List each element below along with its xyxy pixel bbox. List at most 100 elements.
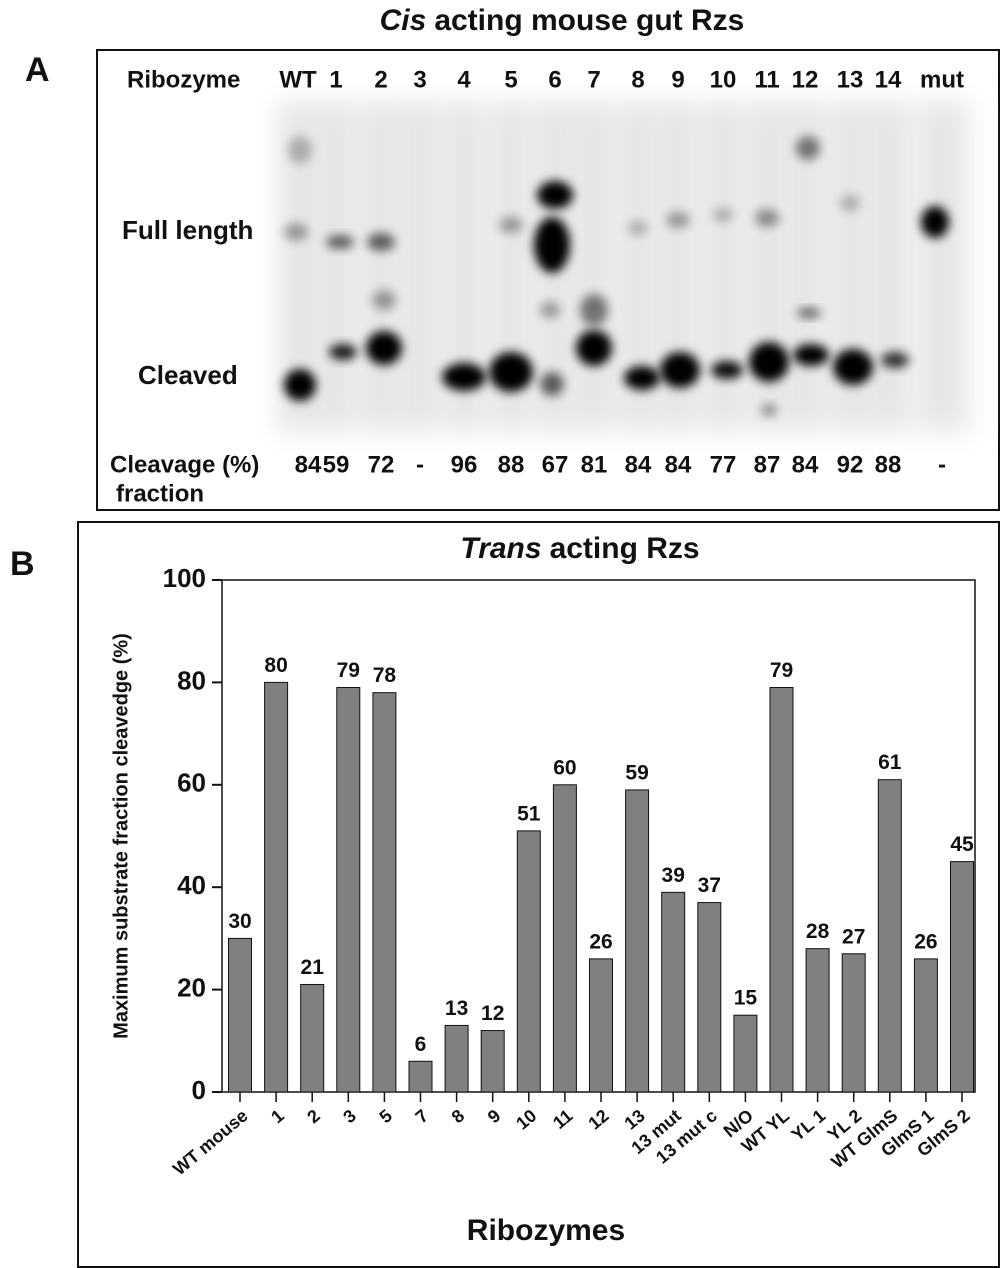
band-label: Full length xyxy=(122,215,253,245)
gel-band xyxy=(540,372,564,396)
bar xyxy=(337,688,360,1092)
cleavage-value: 88 xyxy=(498,451,525,478)
lane-smear xyxy=(926,105,958,425)
value-label: 39 xyxy=(662,864,685,887)
lane-smear xyxy=(404,105,436,425)
lane-label: 14 xyxy=(875,66,902,93)
cleavage-value: - xyxy=(938,451,946,478)
bar xyxy=(301,984,324,1092)
cleavage-value: 84 xyxy=(792,451,819,478)
gel-band xyxy=(442,363,486,391)
cleavage-value: 88 xyxy=(875,451,902,478)
cleavage-value: 59 xyxy=(323,451,350,478)
value-label: 60 xyxy=(553,756,576,779)
bar xyxy=(806,949,829,1092)
gel-band xyxy=(284,369,316,401)
gel-band xyxy=(624,366,660,390)
lane-smear xyxy=(872,105,904,425)
bar xyxy=(698,903,721,1092)
cleavage-value: 84 xyxy=(295,451,322,478)
value-label: 79 xyxy=(337,659,360,682)
bar xyxy=(229,938,252,1092)
x-tick-label: 3 xyxy=(339,1105,360,1127)
gel-band xyxy=(628,221,648,235)
lane-label: 11 xyxy=(754,66,779,93)
value-label: 13 xyxy=(445,997,468,1020)
gel-band xyxy=(489,352,533,392)
cleavage-value: 77 xyxy=(710,451,737,478)
value-label: 28 xyxy=(806,920,830,943)
bar xyxy=(662,892,685,1092)
figure: A B Cisacting mouse gut Rzs Ribozyme Ful… xyxy=(0,0,1000,1268)
gel-band xyxy=(534,217,570,273)
gel-band xyxy=(329,344,357,360)
lane-label: 6 xyxy=(548,66,561,93)
cleavage-value: 81 xyxy=(581,451,608,478)
bar xyxy=(445,1025,468,1092)
chart-title-italic: Trans xyxy=(460,532,541,565)
x-tick-label: WT mouse xyxy=(169,1105,252,1179)
y-axis-title: Maximum substrate fraction cleavedge (%) xyxy=(110,633,132,1039)
value-label: 59 xyxy=(625,761,648,784)
lane-label: 1 xyxy=(329,66,342,93)
x-tick-label: 5 xyxy=(375,1105,396,1127)
cleavage-value: 92 xyxy=(837,451,864,478)
cleavage-value: 72 xyxy=(368,451,395,478)
gel-band xyxy=(833,349,873,385)
x-axis-title: Ribozymes xyxy=(467,1214,625,1247)
value-label: 45 xyxy=(950,833,974,856)
gel-title-italic: Cis xyxy=(380,4,427,37)
bar xyxy=(878,780,901,1092)
cleavage-value: 96 xyxy=(451,451,478,478)
lane-label: 4 xyxy=(457,66,471,93)
gel-band xyxy=(761,404,777,416)
gel-band xyxy=(284,223,308,241)
lane-label: 5 xyxy=(504,66,517,93)
value-label: 15 xyxy=(734,987,758,1010)
value-label: 79 xyxy=(770,659,793,682)
y-tick-label: 80 xyxy=(177,665,206,695)
lane-label: 12 xyxy=(792,66,819,93)
gel-band xyxy=(326,235,354,249)
chart-title-text: acting Rzs xyxy=(550,532,700,565)
gel-band xyxy=(660,352,700,388)
lane-label: 7 xyxy=(587,66,600,93)
bar xyxy=(951,862,974,1092)
y-tick-label: 60 xyxy=(177,768,206,798)
value-label: 78 xyxy=(373,664,397,687)
y-tick-label: 20 xyxy=(177,972,206,1002)
x-tick-label: 7 xyxy=(412,1105,433,1127)
lane-label: 9 xyxy=(671,66,684,93)
value-label: 6 xyxy=(415,1033,427,1056)
lane-label: WT xyxy=(279,66,317,93)
x-tick-label: 8 xyxy=(448,1105,469,1127)
y-tick-label: 40 xyxy=(177,870,206,900)
value-label: 27 xyxy=(842,925,865,948)
band-label: Cleaved xyxy=(138,360,238,390)
lane-label: 13 xyxy=(837,66,864,93)
panel-label: B xyxy=(10,545,35,583)
gel-band xyxy=(576,330,612,366)
bar xyxy=(517,831,540,1092)
bar xyxy=(734,1015,757,1092)
gel-band xyxy=(366,331,402,365)
gel-title-text: acting mouse gut Rzs xyxy=(434,4,744,37)
gel-band xyxy=(749,342,789,382)
value-label: 30 xyxy=(228,910,251,933)
cleavage-value: 87 xyxy=(754,451,781,478)
bar xyxy=(409,1061,432,1092)
lane-label: 3 xyxy=(413,66,426,93)
x-tick-label: 10 xyxy=(512,1105,540,1133)
gel-band xyxy=(288,136,312,164)
lane-label: mut xyxy=(920,66,964,93)
value-label: 21 xyxy=(301,956,325,979)
gel-band xyxy=(540,302,560,318)
x-tick-label: 12 xyxy=(584,1105,612,1133)
bar xyxy=(626,790,649,1092)
bar xyxy=(373,693,396,1092)
lane-label: 8 xyxy=(631,66,644,93)
bar xyxy=(481,1031,504,1092)
bar xyxy=(770,688,793,1092)
gel-band xyxy=(580,294,608,326)
